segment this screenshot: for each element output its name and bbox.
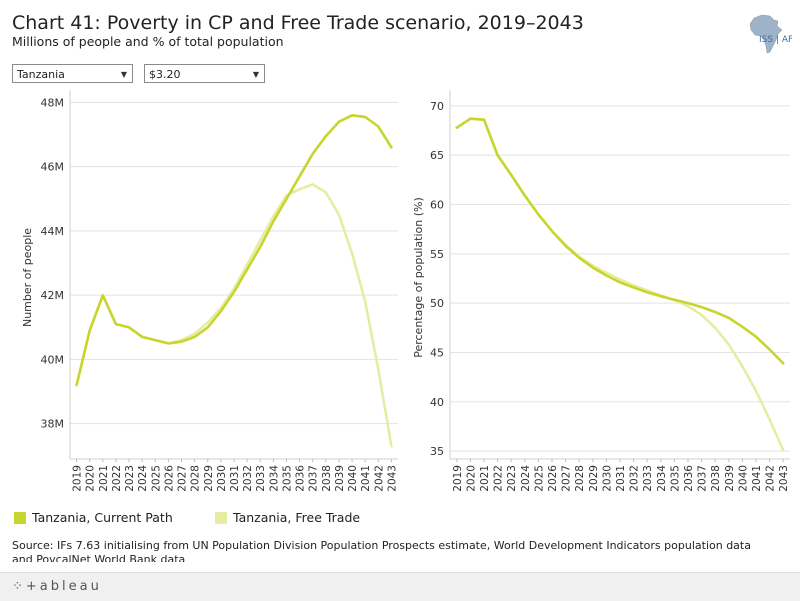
- x-tick-label: 2024: [520, 465, 532, 492]
- chart-subtitle: Millions of people and % of total popula…: [12, 34, 284, 49]
- x-tick-label: 2041: [751, 465, 763, 492]
- series-line-current-path-percent: [455, 117, 785, 365]
- x-tick-label: 2037: [308, 465, 320, 492]
- x-tick-label: 2020: [465, 465, 477, 492]
- x-tick-label: 2025: [150, 465, 162, 492]
- x-tick-label: 2036: [295, 465, 307, 492]
- x-tick-label: 2029: [588, 465, 600, 492]
- y-axis-title: Percentage of population (%): [412, 197, 425, 358]
- x-tick-label: 2039: [724, 465, 736, 492]
- threshold-dropdown-value: $3.20: [149, 68, 181, 81]
- x-tick-label: 2041: [360, 465, 372, 492]
- y-tick-label: 40: [430, 396, 444, 409]
- chart-title: Chart 41: Poverty in CP and Free Trade s…: [12, 12, 584, 34]
- tableau-footer: ⁘+ableau: [0, 572, 800, 601]
- source-note: Source: IFs 7.63 initialising from UN Po…: [12, 539, 751, 562]
- y-tick-label: 65: [430, 149, 444, 162]
- x-tick-label: 2019: [452, 465, 464, 492]
- y-tick-label: 46M: [41, 161, 65, 174]
- x-tick-label: 2023: [506, 465, 518, 492]
- x-tick-label: 2031: [615, 465, 627, 492]
- x-tick-label: 2027: [561, 465, 573, 492]
- x-tick-label: 2034: [268, 465, 280, 492]
- x-tick-label: 2030: [601, 465, 613, 492]
- x-tick-label: 2027: [177, 465, 189, 492]
- x-tick-label: 2022: [493, 465, 505, 492]
- chevron-down-icon: ▼: [252, 70, 259, 79]
- legend-label-free-trade: Tanzania, Free Trade: [233, 510, 361, 525]
- africa-map-icon: [749, 14, 783, 54]
- x-tick-label: 2033: [642, 465, 654, 492]
- legend-item-current-path[interactable]: Tanzania, Current Path: [14, 510, 173, 525]
- x-tick-label: 2019: [72, 465, 84, 492]
- y-tick-label: 42M: [41, 289, 65, 302]
- y-tick-label: 40M: [41, 353, 65, 366]
- y-tick-label: 38M: [41, 418, 65, 431]
- x-tick-label: 2038: [321, 465, 333, 492]
- x-tick-label: 2028: [190, 465, 202, 492]
- x-tick-label: 2021: [98, 465, 110, 492]
- y-axis-title: Number of people: [21, 228, 34, 327]
- x-tick-label: 2029: [203, 465, 215, 492]
- series-line-free-trade-people: [75, 183, 393, 448]
- logo-text: ISS | AFI: [759, 35, 792, 45]
- x-tick-label: 2038: [710, 465, 722, 492]
- threshold-dropdown[interactable]: $3.20 ▼: [144, 64, 265, 83]
- y-tick-label: 44M: [41, 225, 65, 238]
- x-tick-label: 2021: [479, 465, 491, 492]
- series-line-current-path-people: [75, 114, 393, 387]
- x-tick-label: 2020: [85, 465, 97, 492]
- x-tick-label: 2042: [373, 465, 385, 492]
- x-tick-label: 2040: [737, 465, 749, 492]
- x-tick-label: 2043: [386, 465, 398, 492]
- iss-afi-logo: ISS | AFI: [749, 14, 792, 54]
- y-tick-label: 55: [430, 248, 444, 261]
- x-tick-label: 2036: [683, 465, 695, 492]
- x-tick-label: 2024: [137, 465, 149, 492]
- x-tick-label: 2026: [163, 465, 175, 492]
- tableau-logo[interactable]: ⁘+ableau: [12, 579, 102, 594]
- x-tick-label: 2034: [656, 465, 668, 492]
- x-tick-label: 2023: [124, 465, 136, 492]
- x-tick-label: 2025: [533, 465, 545, 492]
- country-dropdown[interactable]: Tanzania ▼: [12, 64, 133, 83]
- x-tick-label: 2022: [111, 465, 123, 492]
- legend-swatch-free-trade: [215, 511, 227, 524]
- x-tick-label: 2031: [229, 465, 241, 492]
- x-tick-label: 2035: [669, 465, 681, 492]
- x-tick-label: 2035: [281, 465, 293, 492]
- x-tick-label: 2032: [629, 465, 641, 492]
- y-tick-label: 48M: [41, 96, 65, 109]
- x-tick-label: 2026: [547, 465, 559, 492]
- x-tick-label: 2042: [765, 465, 777, 492]
- x-tick-label: 2039: [334, 465, 346, 492]
- legend-swatch-current-path: [14, 511, 26, 524]
- country-dropdown-value: Tanzania: [17, 68, 65, 81]
- legend-item-free-trade[interactable]: Tanzania, Free Trade: [215, 510, 360, 525]
- y-tick-label: 45: [430, 346, 444, 359]
- legend-label-current-path: Tanzania, Current Path: [32, 510, 173, 525]
- x-tick-label: 2033: [255, 465, 267, 492]
- x-tick-label: 2040: [347, 465, 359, 492]
- x-tick-label: 2028: [574, 465, 586, 492]
- y-tick-label: 70: [430, 100, 444, 113]
- y-tick-label: 35: [430, 445, 444, 458]
- y-tick-label: 60: [430, 199, 444, 212]
- x-tick-label: 2030: [216, 465, 228, 492]
- x-tick-label: 2037: [697, 465, 709, 492]
- x-tick-label: 2032: [242, 465, 254, 492]
- x-tick-label: 2043: [778, 465, 790, 492]
- y-tick-label: 50: [430, 297, 444, 310]
- chevron-down-icon: ▼: [120, 70, 127, 79]
